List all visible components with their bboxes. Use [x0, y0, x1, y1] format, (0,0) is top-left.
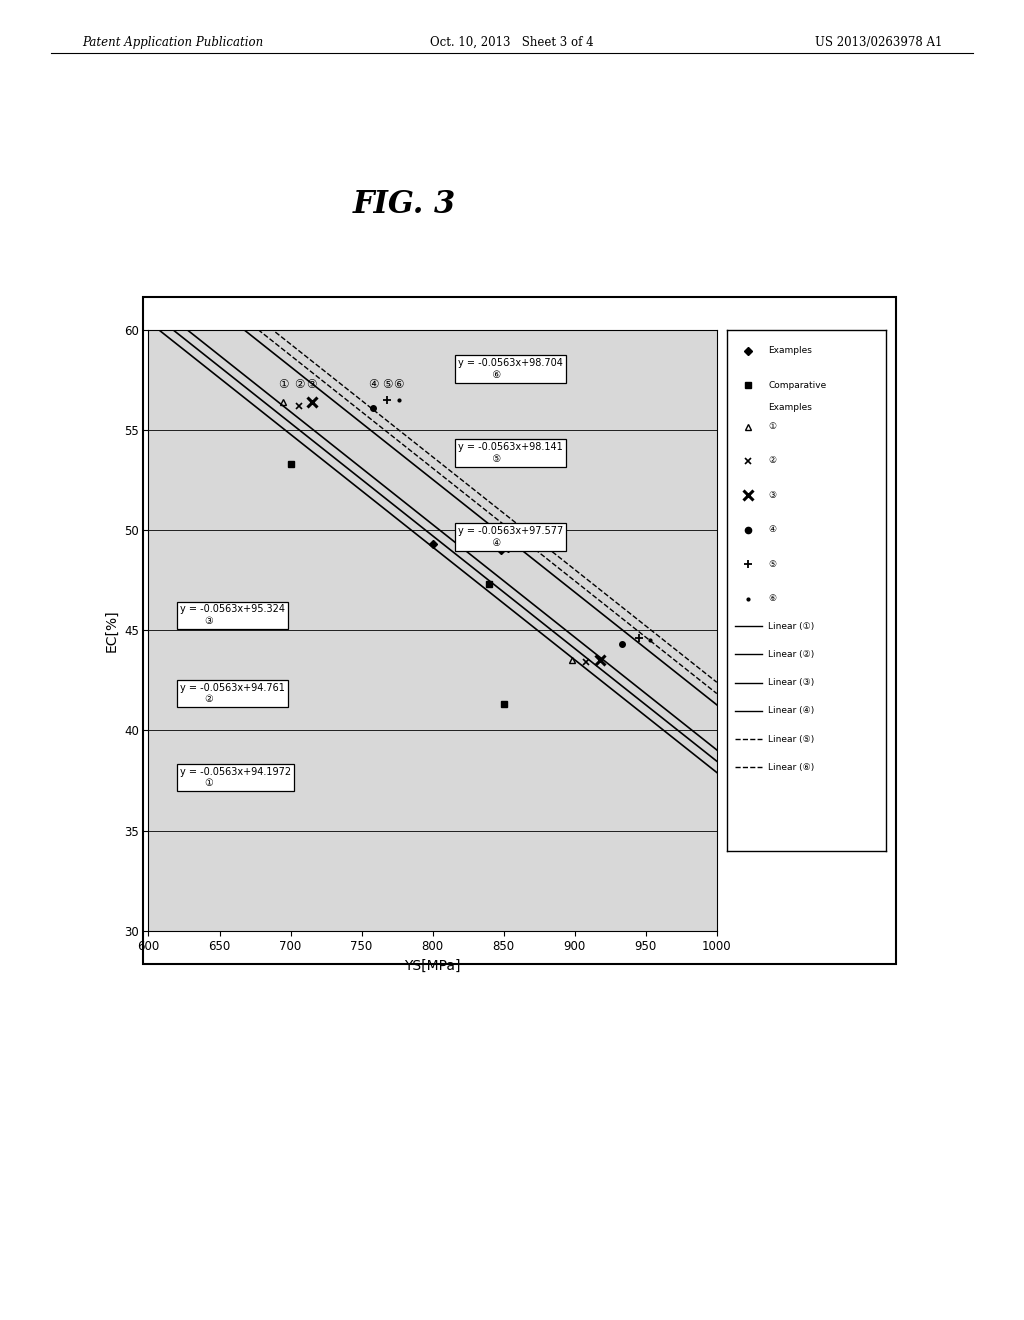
Text: y = -0.0563x+98.704
           ⑥: y = -0.0563x+98.704 ⑥: [458, 358, 563, 380]
Text: ④: ④: [768, 525, 776, 535]
Text: FIG. 3: FIG. 3: [353, 189, 456, 220]
Text: ③: ③: [768, 491, 776, 500]
Text: ②: ②: [294, 378, 304, 391]
Text: ①: ①: [279, 378, 289, 391]
Text: Patent Application Publication: Patent Application Publication: [82, 36, 263, 49]
Text: Linear (①): Linear (①): [768, 622, 814, 631]
Text: y = -0.0563x+94.1972
        ①: y = -0.0563x+94.1972 ①: [180, 767, 291, 788]
Text: ①: ①: [768, 422, 776, 432]
Text: ⑥: ⑥: [393, 378, 403, 391]
Text: y = -0.0563x+94.761
        ②: y = -0.0563x+94.761 ②: [180, 682, 285, 704]
Text: ④: ④: [368, 378, 378, 391]
Text: Oct. 10, 2013   Sheet 3 of 4: Oct. 10, 2013 Sheet 3 of 4: [430, 36, 594, 49]
Text: Linear (③): Linear (③): [768, 678, 814, 688]
Text: ③: ③: [306, 378, 317, 391]
Text: ②: ②: [768, 457, 776, 466]
Text: y = -0.0563x+95.324
        ③: y = -0.0563x+95.324 ③: [180, 605, 285, 626]
Text: Linear (④): Linear (④): [768, 706, 814, 715]
Text: Examples: Examples: [768, 403, 812, 412]
Text: Linear (⑤): Linear (⑤): [768, 734, 814, 743]
Text: y = -0.0563x+98.141
           ⑤: y = -0.0563x+98.141 ⑤: [458, 442, 563, 463]
Text: Linear (⑥): Linear (⑥): [768, 763, 814, 772]
Text: ⑤: ⑤: [382, 378, 392, 391]
X-axis label: YS[MPa]: YS[MPa]: [404, 958, 461, 973]
Text: Examples: Examples: [768, 346, 812, 355]
Text: Linear (②): Linear (②): [768, 649, 814, 659]
Text: Comparative: Comparative: [768, 380, 826, 389]
Y-axis label: EC[%]: EC[%]: [104, 609, 119, 652]
Text: ⑤: ⑤: [768, 560, 776, 569]
Text: ⑥: ⑥: [768, 594, 776, 603]
Text: y = -0.0563x+97.577
           ④: y = -0.0563x+97.577 ④: [458, 527, 563, 548]
Text: US 2013/0263978 A1: US 2013/0263978 A1: [815, 36, 942, 49]
